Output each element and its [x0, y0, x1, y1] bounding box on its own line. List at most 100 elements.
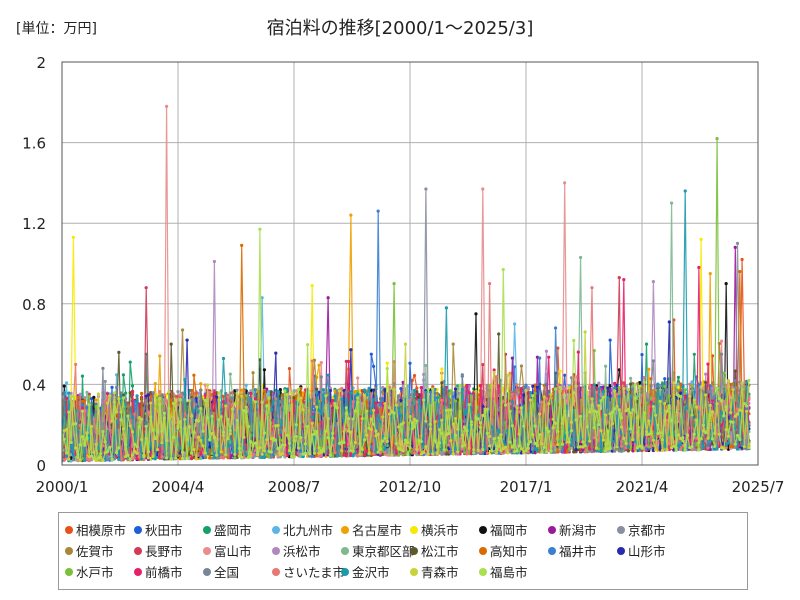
- data-point: [519, 364, 524, 368]
- data-point: [731, 382, 735, 386]
- data-point: [385, 361, 389, 365]
- data-point: [629, 376, 633, 380]
- data-point: [128, 360, 132, 364]
- data-point: [497, 332, 501, 336]
- data-point: [601, 385, 605, 389]
- data-point: [510, 356, 514, 360]
- data-point: [212, 259, 216, 264]
- data-point: [710, 381, 715, 385]
- data-point: [372, 364, 376, 368]
- data-point: [221, 394, 226, 398]
- data-point: [513, 322, 517, 326]
- data-point: [508, 389, 512, 393]
- data-point: [679, 382, 683, 386]
- data-point: [724, 282, 728, 286]
- data-point: [408, 361, 412, 365]
- chart-title: 宿泊料の推移[2000/1～2025/3]: [266, 18, 534, 39]
- data-point: [704, 380, 708, 385]
- data-point: [558, 369, 562, 373]
- data-point: [62, 384, 66, 388]
- data-point: [278, 388, 282, 392]
- data-point: [422, 372, 426, 377]
- y-tick-label: 2: [36, 54, 46, 72]
- data-point: [356, 376, 360, 380]
- data-point: [629, 382, 633, 386]
- data-point: [676, 382, 680, 386]
- data-point: [349, 213, 353, 217]
- data-point: [212, 389, 216, 393]
- data-point: [720, 339, 724, 343]
- data-point: [199, 382, 203, 386]
- data-point: [647, 367, 651, 371]
- data-point: [608, 338, 612, 342]
- data-point: [103, 379, 107, 384]
- data-point: [676, 389, 680, 393]
- data-point: [599, 392, 603, 396]
- data-point: [694, 448, 699, 452]
- x-tick-label: 2025/7: [732, 478, 785, 496]
- data-point: [244, 389, 248, 393]
- data-point: [80, 374, 85, 378]
- data-point: [83, 399, 87, 403]
- data-point: [733, 369, 737, 373]
- data-point: [435, 391, 439, 395]
- data-point: [287, 394, 292, 399]
- data-point: [110, 385, 114, 389]
- x-tick-label: 2000/1: [36, 478, 89, 496]
- data-point: [317, 363, 321, 367]
- data-point: [144, 286, 148, 290]
- data-point: [226, 456, 230, 460]
- data-point: [669, 201, 674, 205]
- data-point: [440, 381, 444, 385]
- data-point: [424, 187, 428, 191]
- data-point: [440, 367, 444, 371]
- data-point: [94, 398, 98, 402]
- x-tick-label: 2008/7: [268, 478, 321, 496]
- data-point: [663, 377, 667, 381]
- data-point: [740, 257, 744, 262]
- data-point: [287, 366, 292, 371]
- data-point: [169, 342, 173, 346]
- data-point: [190, 388, 194, 393]
- data-point: [180, 328, 185, 332]
- data-point: [481, 187, 485, 191]
- data-point: [708, 447, 712, 452]
- data-point: [563, 373, 567, 377]
- data-point: [326, 296, 330, 300]
- data-point: [676, 385, 680, 389]
- data-point: [124, 391, 128, 395]
- data-point: [78, 392, 82, 396]
- data-point: [140, 391, 144, 396]
- data-point: [431, 385, 435, 389]
- data-point: [260, 296, 264, 300]
- data-point: [87, 392, 91, 396]
- data-point: [563, 181, 567, 185]
- data-point: [253, 388, 257, 392]
- data-point: [508, 371, 512, 375]
- data-point: [708, 271, 712, 276]
- data-point: [415, 386, 419, 390]
- data-point: [114, 373, 119, 377]
- data-point: [176, 390, 180, 394]
- data-point: [556, 346, 560, 350]
- data-point: [85, 390, 89, 394]
- data-point: [704, 372, 708, 376]
- data-point: [117, 350, 121, 354]
- data-point: [262, 389, 267, 394]
- data-point: [71, 235, 75, 239]
- data-point: [315, 387, 319, 391]
- data-point: [199, 456, 203, 460]
- y-tick-label: 0.4: [22, 376, 46, 394]
- x-tick-label: 2017/1: [500, 478, 553, 496]
- x-tick-label: 2004/4: [152, 478, 205, 496]
- data-point: [240, 243, 244, 247]
- data-point: [353, 389, 358, 393]
- data-point: [208, 456, 212, 460]
- data-point: [738, 269, 742, 274]
- data-point: [294, 394, 298, 398]
- data-point: [158, 354, 162, 358]
- data-point: [692, 352, 696, 356]
- data-point: [597, 381, 601, 385]
- y-tick-label: 0.8: [22, 296, 46, 314]
- data-point: [631, 449, 635, 453]
